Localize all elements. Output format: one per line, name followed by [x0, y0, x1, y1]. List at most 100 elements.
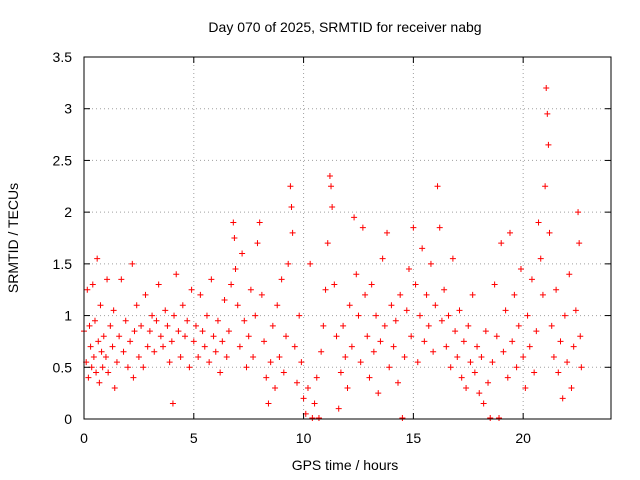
data-point — [351, 214, 358, 221]
data-point — [87, 343, 94, 350]
y-tick-label: 2.5 — [53, 152, 73, 168]
data-point — [261, 338, 268, 345]
data-point — [348, 343, 355, 350]
data-point — [381, 322, 388, 329]
data-point — [577, 333, 584, 340]
data-point — [333, 333, 340, 340]
data-point — [274, 302, 281, 309]
data-point — [463, 384, 470, 391]
data-point — [276, 353, 283, 360]
data-point — [142, 291, 149, 298]
data-point — [109, 343, 116, 350]
data-point — [452, 328, 459, 335]
data-point — [564, 359, 571, 366]
data-point — [344, 384, 351, 391]
data-point — [111, 384, 118, 391]
data-point — [324, 240, 331, 247]
data-point — [97, 302, 104, 309]
data-point — [578, 364, 585, 371]
data-point — [208, 276, 215, 283]
data-point — [362, 291, 369, 298]
data-point — [203, 312, 210, 319]
data-point — [236, 343, 243, 350]
data-point — [557, 338, 564, 345]
data-point — [96, 379, 103, 386]
data-point — [423, 291, 430, 298]
data-point — [531, 369, 538, 376]
data-point — [155, 281, 162, 288]
data-point — [157, 333, 164, 340]
data-point — [535, 219, 542, 226]
data-point — [188, 286, 195, 293]
data-point — [254, 240, 261, 247]
data-point — [311, 400, 318, 407]
data-point — [379, 255, 386, 262]
data-point — [366, 374, 373, 381]
data-point — [559, 395, 566, 402]
data-point — [506, 229, 513, 236]
data-point — [122, 317, 129, 324]
data-point — [568, 384, 575, 391]
data-point — [401, 353, 408, 360]
x-axis: 0 5 10 15 20 — [80, 57, 531, 446]
data-point — [493, 333, 500, 340]
data-point — [162, 307, 169, 314]
data-point — [232, 266, 239, 273]
data-point — [283, 333, 290, 340]
data-point — [84, 286, 91, 293]
data-point — [250, 353, 257, 360]
data-point — [443, 343, 450, 350]
data-point — [201, 343, 208, 350]
data-point — [285, 260, 292, 267]
data-point — [221, 297, 228, 304]
data-point — [511, 291, 518, 298]
data-point — [164, 322, 171, 329]
data-point — [252, 312, 259, 319]
data-point — [421, 338, 428, 345]
data-point — [231, 235, 238, 241]
data-point — [171, 312, 178, 319]
data-point — [300, 395, 307, 402]
data-point — [298, 359, 305, 366]
data-point — [288, 203, 295, 210]
data-point — [436, 224, 443, 231]
data-point — [124, 364, 131, 371]
data-point — [419, 245, 426, 252]
data-point — [320, 322, 327, 329]
data-point — [206, 359, 213, 366]
data-point — [542, 183, 549, 190]
data-point — [491, 281, 498, 288]
data-point — [313, 374, 320, 381]
data-point — [335, 405, 342, 412]
data-point — [474, 343, 481, 350]
data-point — [104, 276, 111, 283]
data-point — [399, 415, 406, 421]
data-point — [118, 276, 125, 283]
data-point — [373, 312, 380, 319]
data-point — [496, 415, 503, 421]
data-point — [287, 183, 294, 190]
data-point — [370, 348, 377, 355]
data-point — [504, 374, 511, 381]
data-point — [403, 307, 410, 314]
data-point — [544, 110, 551, 117]
data-point — [304, 384, 311, 391]
data-point — [296, 312, 303, 319]
y-tick-label: 1.5 — [53, 256, 73, 272]
data-point — [465, 322, 472, 329]
data-point — [182, 333, 189, 340]
data-point — [90, 353, 97, 360]
data-point — [291, 343, 298, 350]
y-tick-label: 1 — [64, 308, 72, 324]
data-point — [94, 255, 101, 262]
data-point — [309, 415, 316, 421]
data-point — [160, 343, 167, 350]
data-point — [93, 369, 100, 376]
data-point — [575, 209, 582, 216]
plot-frame — [83, 56, 612, 420]
data-point — [130, 374, 137, 381]
data-point — [537, 255, 544, 262]
data-point — [454, 353, 461, 360]
data-point — [228, 281, 235, 288]
